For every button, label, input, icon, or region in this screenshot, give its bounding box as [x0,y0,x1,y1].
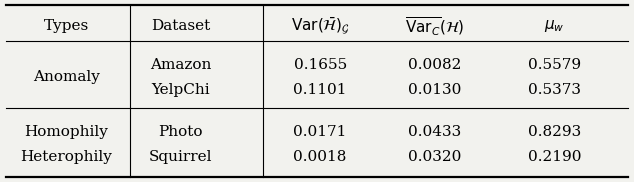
Text: Dataset: Dataset [151,19,210,33]
Text: Heterophily: Heterophily [21,151,112,164]
Text: 0.1101: 0.1101 [294,83,347,97]
Text: 0.0171: 0.0171 [294,125,347,139]
Text: 0.5373: 0.5373 [528,83,581,97]
Text: 0.5579: 0.5579 [528,58,581,72]
Text: 0.0433: 0.0433 [408,125,461,139]
Text: Homophily: Homophily [25,125,108,139]
Text: 0.0130: 0.0130 [408,83,461,97]
Text: Amazon: Amazon [150,58,211,72]
Text: 0.0320: 0.0320 [408,151,461,164]
Text: YelpChi: YelpChi [152,83,210,97]
Text: 0.0082: 0.0082 [408,58,461,72]
Text: Photo: Photo [158,125,203,139]
Text: $\mathrm{Var}(\bar{\mathcal{H}})_{\mathcal{G}}$: $\mathrm{Var}(\bar{\mathcal{H}})_{\mathc… [291,16,349,37]
Text: $\overline{\mathrm{Var}_C}(\mathcal{H})$: $\overline{\mathrm{Var}_C}(\mathcal{H})$ [404,15,464,38]
Text: 0.8293: 0.8293 [528,125,581,139]
Text: Types: Types [44,19,89,33]
Text: $\mu_w$: $\mu_w$ [545,18,565,34]
Text: 0.2190: 0.2190 [528,151,581,164]
Text: 0.1655: 0.1655 [294,58,347,72]
Text: Anomaly: Anomaly [33,70,100,84]
Text: 0.0018: 0.0018 [294,151,347,164]
Text: Squirrel: Squirrel [149,151,212,164]
